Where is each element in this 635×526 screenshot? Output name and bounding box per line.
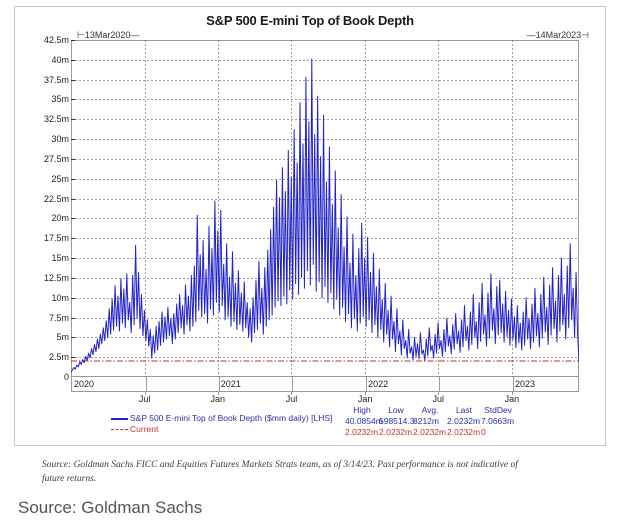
start-date-annotation: ⊢13Mar2020— bbox=[77, 30, 140, 40]
stats-cell: 2.0232m bbox=[379, 427, 413, 437]
y-axis-tick-label: 42.5m bbox=[43, 35, 69, 45]
stats-header-cell: Avg. bbox=[421, 405, 439, 415]
legend-label-series: S&P 500 E-mini Top of Book Depth ($mm da… bbox=[130, 413, 333, 423]
x-axis-sub-tick bbox=[217, 392, 219, 395]
stats-table: High Low Avg. Last StdDev 40.0854m 598514.3 82… bbox=[345, 405, 515, 438]
x-axis-year-label: 2022 bbox=[368, 379, 389, 389]
chart-title: S&P 500 E-mini Top of Book Depth bbox=[206, 13, 414, 28]
x-axis-sub-tick bbox=[511, 392, 513, 395]
x-axis-sub-tick bbox=[365, 392, 367, 395]
stats-cell: 2.0232m bbox=[447, 416, 481, 426]
stats-row-series: 40.0854m 598514.3 8212m 2.0232m 7.0663m bbox=[345, 416, 515, 427]
y-axis-tick-label: 12.5m bbox=[43, 272, 69, 283]
y-axis-tick-label: 2.5m bbox=[48, 352, 69, 363]
y-axis-labels: 0 2.5m 5m 7.5m 10m 12.5m 15m 17.5m 20m 22.5m 25m 27… bbox=[17, 35, 69, 382]
legend: S&P 500 E-mini Top of Book Depth ($mm da… bbox=[111, 413, 332, 435]
stats-cell: 0 bbox=[481, 427, 486, 437]
x-axis-band-tick bbox=[439, 377, 441, 391]
stats-header-cell: High bbox=[353, 405, 371, 415]
x-axis-band-tick bbox=[218, 377, 220, 391]
y-axis-tick-label: 17.5m bbox=[43, 233, 69, 244]
x-axis-band-tick bbox=[366, 377, 368, 391]
x-axis-band-tick bbox=[292, 377, 294, 391]
x-axis-band-tick bbox=[145, 377, 147, 391]
end-date-annotation: —14Mar2023⊣ bbox=[526, 30, 589, 40]
y-axis-tick-label: 10m bbox=[51, 292, 69, 303]
y-axis-tick-label: 25m bbox=[51, 173, 69, 184]
stats-cell: 2.0232m bbox=[345, 427, 379, 437]
y-axis-tick-label: 30m bbox=[51, 134, 69, 145]
x-axis-sub-tick bbox=[144, 392, 146, 395]
x-axis-year-label: 2023 bbox=[514, 379, 535, 389]
y-axis-tick-label: 7.5m bbox=[48, 312, 69, 323]
stats-header-cell: StdDev bbox=[484, 405, 512, 415]
y-axis-tick-label: 27.5m bbox=[43, 153, 69, 164]
stats-header-cell: Last bbox=[455, 405, 473, 415]
stats-cell: 2.0232m bbox=[447, 427, 481, 437]
stats-cell: 40.0854m bbox=[345, 416, 383, 426]
x-axis-sub-tick bbox=[291, 392, 293, 395]
source-label: Source: Goldman Sachs bbox=[18, 498, 203, 517]
y-axis-tick-label: 15m bbox=[51, 253, 69, 264]
stats-cell: 2.0232m bbox=[413, 427, 447, 437]
stats-header-cell: Low bbox=[388, 405, 404, 415]
y-axis-tick-label: 35m bbox=[51, 94, 69, 105]
stats-cell: 598514.3 bbox=[379, 416, 415, 426]
stats-cell: 7.0663m bbox=[481, 416, 515, 426]
legend-item-current: Current bbox=[111, 424, 332, 435]
footnote-text: Source: Goldman Sachs FICC and Equities … bbox=[42, 460, 518, 484]
legend-line-icon bbox=[111, 417, 128, 420]
stats-cell: 8212m bbox=[413, 416, 439, 426]
stats-header-row: High Low Avg. Last StdDev bbox=[345, 405, 515, 416]
y-axis-tick-label: 5m bbox=[56, 332, 69, 343]
x-axis-sub-label: Jul bbox=[285, 394, 298, 404]
y-axis-tick-label: 32.5m bbox=[43, 114, 69, 125]
y-axis-tick-label: 37.5m bbox=[43, 74, 69, 85]
x-axis-sub-label: Jul bbox=[138, 394, 151, 404]
chart-card: S&P 500 E-mini Top of Book Depth ⊢13Mar2… bbox=[14, 6, 606, 446]
x-axis-band-tick bbox=[512, 377, 514, 391]
y-axis-tick-label: 22.5m bbox=[43, 193, 69, 204]
legend-label-current: Current bbox=[130, 424, 159, 434]
x-axis-sub-tick bbox=[438, 392, 440, 395]
x-axis-year-label: 2021 bbox=[220, 379, 241, 389]
x-axis-year-band: 2020 2021 2022 2023 bbox=[71, 377, 579, 392]
x-axis-sub-label: Jan bbox=[210, 394, 226, 404]
x-axis-sub-label: Jul bbox=[432, 394, 445, 404]
x-axis-sub-label: Jan bbox=[504, 394, 520, 404]
x-axis-sub-label: Jan bbox=[357, 394, 373, 404]
plot-area bbox=[71, 40, 579, 377]
legend-item-series: S&P 500 E-mini Top of Book Depth ($mm da… bbox=[111, 413, 332, 424]
plot-svg bbox=[71, 40, 579, 377]
x-axis-year-label: 2020 bbox=[74, 379, 95, 389]
legend-dash-icon bbox=[111, 429, 128, 430]
y-axis-tick-label: 40m bbox=[51, 54, 69, 65]
stats-row-current: 2.0232m 2.0232m 2.0232m 2.0232m 0 bbox=[345, 427, 515, 438]
y-axis-tick-label: 0 bbox=[63, 372, 69, 382]
y-axis-tick-label: 20m bbox=[51, 213, 69, 224]
